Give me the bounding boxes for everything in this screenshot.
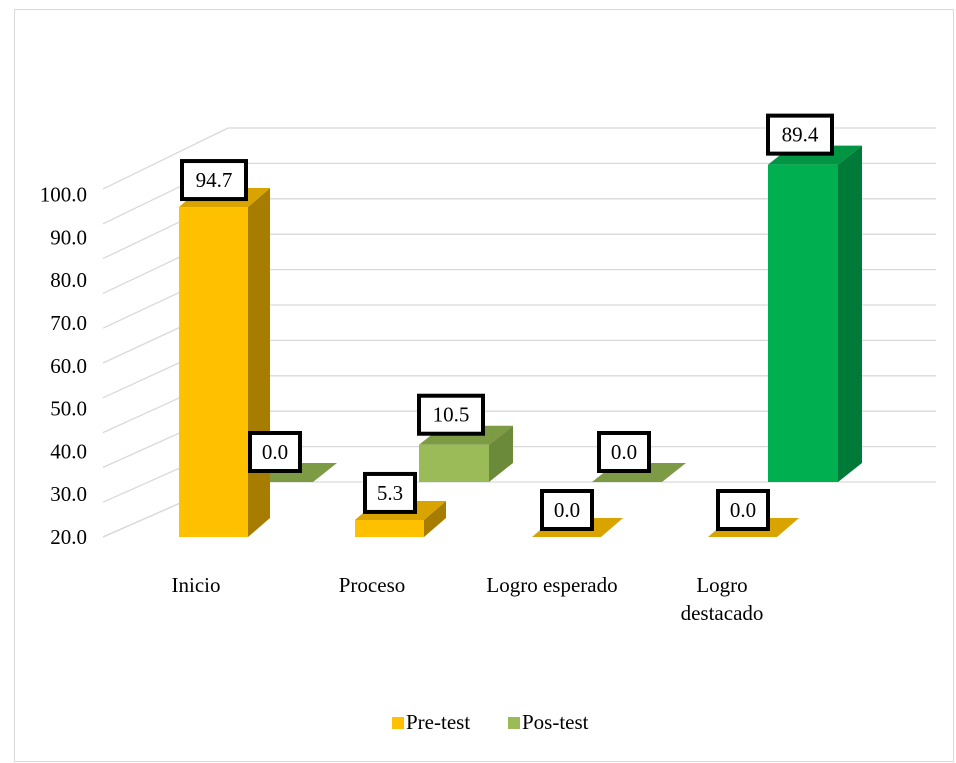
category-label-logro-destacado: destacado (681, 601, 764, 625)
legend-label-pre-test: Pre-test (406, 710, 470, 734)
category-label-logro-destacado: Logro (696, 573, 747, 597)
y-tick-label: 20.0 (50, 525, 87, 549)
data-label-pre-test-logro-destacado: 0.0 (716, 489, 770, 531)
y-tick-label: 70.0 (50, 311, 87, 335)
data-label-pre-test-logro-esperado-text: 0.0 (554, 498, 580, 522)
category-label-inicio: Inicio (172, 573, 221, 597)
data-label-pos-test-logro-destacado-text: 89.4 (782, 123, 819, 147)
bar-pre-test-inicio-front (179, 207, 248, 538)
bar-pos-test-logro-destacado (768, 145, 862, 482)
data-label-pos-test-logro-destacado-box (766, 113, 834, 156)
data-label-pre-test-proceso-text: 5.3 (377, 481, 403, 505)
y-axis-tick-labels: 20.0 30.0 40.0 50.0 60.0 70.0 80.0 90.0 100.0 (40, 183, 87, 549)
data-label-pre-test-inicio-box (180, 159, 248, 202)
pre-test-series (179, 188, 799, 538)
y-tick-label: 30.0 (50, 482, 87, 506)
data-label-pre-test-logro-destacado-text: 0.0 (730, 498, 756, 522)
legend-item-pos-test: Pos-test (508, 710, 589, 734)
legend-swatch-pre-test (392, 717, 404, 729)
data-label-pre-test-proceso-box (363, 471, 417, 514)
data-label-pos-test-inicio-text: 0.0 (262, 440, 288, 464)
legend: Pre-test Pos-test (392, 710, 589, 734)
legend-label-pos-test: Pos-test (522, 710, 589, 734)
data-label-pre-test-logro-esperado-box (540, 489, 594, 531)
y-tick-label: 90.0 (50, 225, 87, 249)
data-label-pos-test-proceso: 10.5 (417, 393, 485, 436)
data-label-pos-test-inicio: 0.0 (248, 431, 302, 473)
bar-pos-test-logro-destacado-front (768, 164, 838, 482)
data-label-pre-test-logro-destacado-box (716, 489, 770, 531)
gridline-side (102, 127, 229, 190)
bar-pre-test-inicio (179, 188, 270, 538)
bar-pos-test-logro-destacado-side (838, 145, 862, 482)
y-tick-label: 100.0 (40, 183, 87, 207)
data-label-pos-test-logro-esperado-box (597, 431, 651, 473)
legend-item-pre-test: Pre-test (392, 710, 470, 734)
x-axis-category-labels: Inicio Proceso Logro esperado Logro destacad… (172, 573, 764, 625)
data-label-pos-test-inicio-box (248, 431, 302, 473)
y-tick-label: 50.0 (50, 397, 87, 421)
data-label-pos-test-proceso-text: 10.5 (433, 403, 470, 427)
data-label-pos-test-proceso-box (417, 393, 485, 436)
bar-pre-test-proceso-front (355, 519, 424, 537)
legend-swatch-pos-test (508, 717, 520, 729)
data-labels: 94.7 5.3 0.0 0.0 0.0 10.5 0.0 89.4 (180, 113, 834, 531)
data-label-pos-test-logro-esperado: 0.0 (597, 431, 651, 473)
data-label-pre-test-inicio-text: 94.7 (196, 168, 233, 192)
data-label-pre-test-logro-esperado: 0.0 (540, 489, 594, 531)
data-label-pos-test-logro-destacado: 89.4 (766, 113, 834, 156)
data-label-pre-test-inicio: 94.7 (180, 159, 248, 202)
bar-pre-test-inicio-side (248, 188, 270, 538)
data-label-pre-test-proceso: 5.3 (363, 471, 417, 514)
pos-test-series (243, 145, 862, 482)
data-label-pos-test-logro-esperado-text: 0.0 (611, 440, 637, 464)
y-tick-label: 80.0 (50, 268, 87, 292)
y-tick-label: 60.0 (50, 354, 87, 378)
y-tick-label: 40.0 (50, 439, 87, 463)
category-label-proceso: Proceso (339, 573, 406, 597)
bar-pos-test-proceso-front (419, 444, 489, 482)
bar-pre-test-proceso-side (424, 500, 446, 537)
category-label-logro-esperado: Logro esperado (486, 573, 617, 597)
bar-pos-test-proceso-side (489, 425, 513, 482)
